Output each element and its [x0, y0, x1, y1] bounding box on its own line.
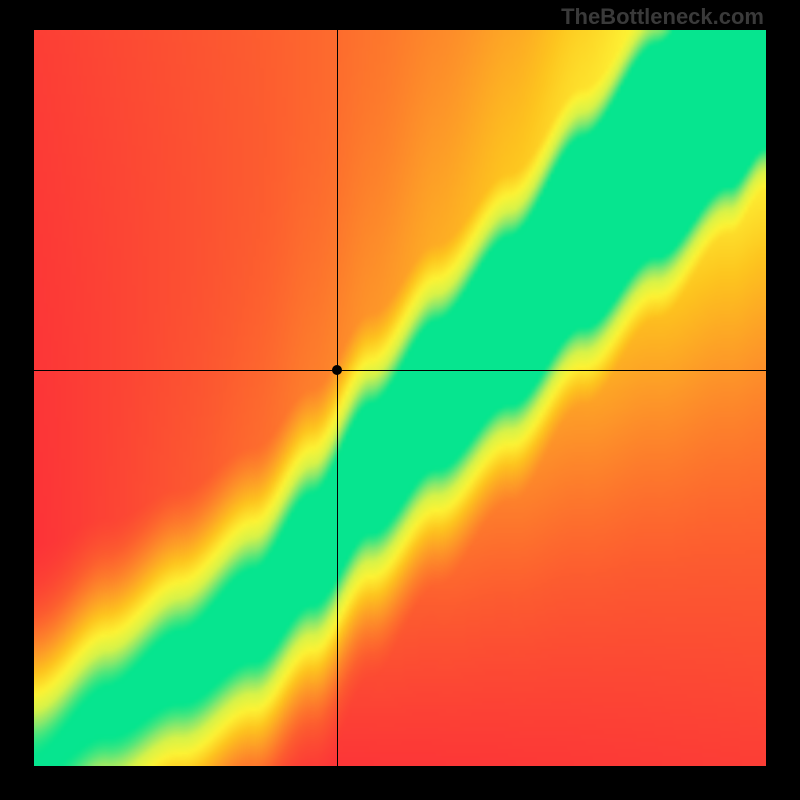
- crosshair-vertical: [337, 30, 338, 766]
- chart-container: TheBottleneck.com: [0, 0, 800, 800]
- crosshair-horizontal: [34, 370, 766, 371]
- watermark-text: TheBottleneck.com: [561, 4, 764, 30]
- heatmap-plot-area: [34, 30, 766, 766]
- heatmap-canvas: [34, 30, 766, 766]
- data-point-marker: [332, 365, 342, 375]
